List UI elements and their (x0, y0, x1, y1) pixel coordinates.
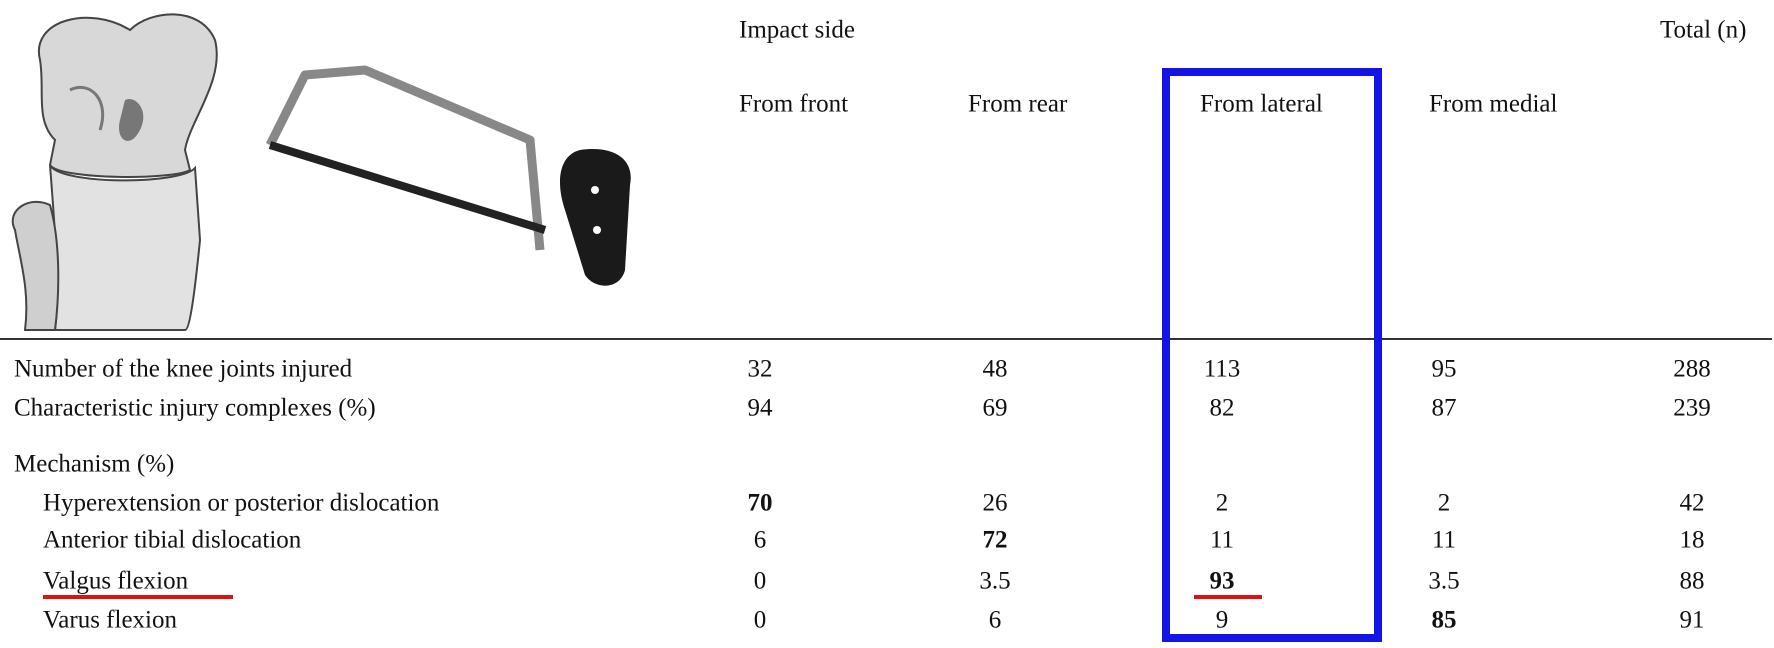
cell-value: 70 (748, 490, 773, 517)
row-label: Number of the knee joints injured (14, 356, 353, 383)
cell-value: 93 (1210, 568, 1235, 595)
column-header: From medial (1429, 91, 1558, 118)
section-label: Mechanism (%) (14, 451, 174, 478)
highlight-box (1162, 68, 1382, 642)
cell-value: 82 (1210, 395, 1235, 422)
cell-value: 9 (1216, 607, 1229, 634)
row-label: Hyperextension or posterior dislocation (43, 490, 440, 517)
cell-value: 6 (989, 607, 1002, 634)
cell-value: 0 (754, 568, 767, 595)
cell-value: 26 (983, 490, 1008, 517)
cell-value: 11 (1210, 527, 1234, 554)
cell-value: 113 (1204, 356, 1241, 383)
row-label: Characteristic injury complexes (%) (14, 395, 376, 422)
column-header: From front (739, 91, 848, 118)
cell-value: 2 (1438, 490, 1451, 517)
row-label: Valgus flexion (43, 568, 189, 595)
cell-value: 48 (983, 356, 1008, 383)
group-header: Impact side (739, 17, 855, 44)
row-label: Varus flexion (43, 607, 177, 634)
cell-value: 288 (1673, 356, 1711, 383)
cell-value: 11 (1432, 527, 1456, 554)
cell-value: 85 (1432, 607, 1457, 634)
row-label: Anterior tibial dislocation (43, 527, 302, 554)
cell-value: 239 (1673, 395, 1711, 422)
cell-value: 91 (1680, 607, 1705, 634)
cell-value: 18 (1680, 527, 1705, 554)
knee-illustration (11, 13, 218, 331)
column-header: From lateral (1200, 91, 1323, 118)
cell-value: 42 (1680, 490, 1705, 517)
cell-value: 87 (1432, 395, 1457, 422)
cell-value: 94 (748, 395, 774, 422)
cell-value: 32 (748, 356, 773, 383)
column-header: From rear (968, 91, 1068, 118)
cell-value: 0 (754, 607, 767, 634)
hacksaw-illustration (265, 65, 631, 286)
cell-value: 3.5 (1428, 568, 1459, 595)
cell-value: 2 (1216, 490, 1229, 517)
cell-value: 6 (754, 527, 767, 554)
cell-value: 3.5 (979, 568, 1010, 595)
cell-value: 72 (983, 527, 1008, 554)
column-header: Total (n) (1660, 17, 1746, 44)
cell-value: 69 (983, 395, 1008, 422)
cell-value: 88 (1680, 568, 1705, 595)
cell-value: 95 (1432, 356, 1457, 383)
